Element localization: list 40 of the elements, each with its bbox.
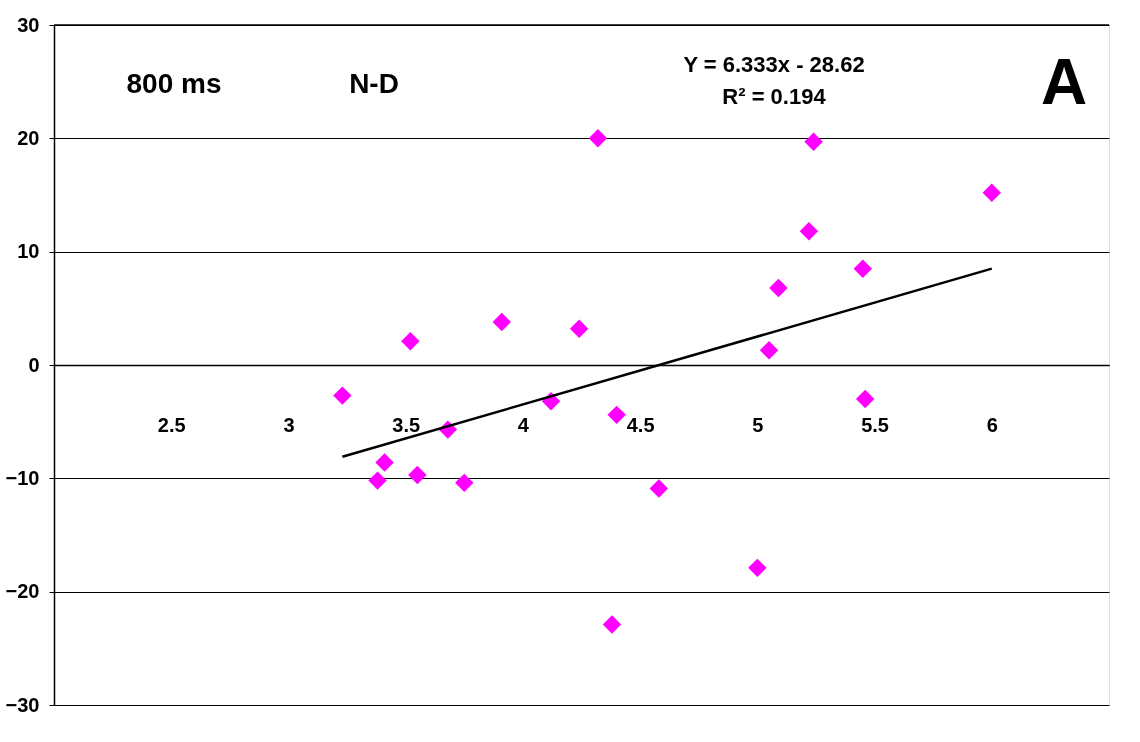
point bbox=[455, 473, 474, 493]
annotation: R² = 0.194 bbox=[722, 84, 827, 109]
point bbox=[408, 465, 427, 485]
point bbox=[769, 278, 788, 298]
annotation: 800 ms bbox=[126, 68, 222, 99]
x-tick-label: 4.5 bbox=[626, 413, 655, 436]
point bbox=[649, 479, 669, 498]
point bbox=[759, 341, 779, 360]
x-tick-label: 6 bbox=[986, 413, 998, 436]
x-tick-label: 3 bbox=[283, 413, 295, 436]
point bbox=[855, 389, 875, 409]
point bbox=[588, 129, 608, 148]
x-tick-label: 5.5 bbox=[861, 413, 889, 436]
point bbox=[853, 259, 873, 278]
x-tick-label: 3.5 bbox=[392, 413, 421, 436]
point bbox=[368, 471, 387, 490]
point bbox=[804, 132, 823, 151]
y-tick-label: 20 bbox=[17, 126, 40, 149]
point bbox=[569, 319, 589, 338]
annotation: A bbox=[1040, 46, 1088, 118]
annotation: Y = 6.333x - 28.62 bbox=[683, 52, 865, 77]
point bbox=[607, 405, 626, 425]
point bbox=[799, 222, 819, 241]
point bbox=[748, 558, 767, 578]
point bbox=[492, 312, 512, 332]
point bbox=[333, 386, 352, 405]
y-tick-label: 10 bbox=[17, 240, 40, 263]
x-tick-label: 5 bbox=[752, 413, 764, 436]
annotation: N-D bbox=[349, 68, 399, 99]
point bbox=[401, 331, 420, 351]
y-tick-label: −30 bbox=[5, 693, 40, 716]
y-tick-label: −20 bbox=[5, 580, 40, 603]
x-tick-label: 4 bbox=[517, 413, 530, 436]
point bbox=[375, 453, 394, 472]
point bbox=[982, 183, 1001, 202]
y-tick-label: −10 bbox=[5, 466, 40, 489]
y-tick-label: 30 bbox=[17, 13, 40, 36]
x-tick-label: 2.5 bbox=[157, 413, 186, 436]
y-tick-label: 0 bbox=[28, 353, 40, 376]
point bbox=[602, 615, 622, 634]
